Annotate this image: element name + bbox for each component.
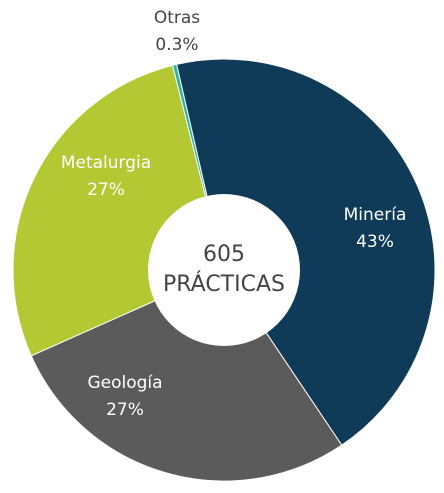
value-label: 27% — [87, 180, 125, 200]
center-label: PRÁCTICAS — [163, 271, 285, 297]
slice — [30, 269, 343, 482]
center-value: 605 — [203, 242, 245, 267]
value-label: 27% — [106, 400, 144, 420]
donut-hole — [148, 194, 300, 346]
slice-label: Otras — [154, 8, 200, 28]
slice-label: Metalurgia — [61, 153, 151, 173]
value-label: 0.3% — [155, 35, 198, 55]
slice-label: Minería — [344, 205, 407, 225]
value-label: 43% — [356, 232, 394, 252]
slice — [175, 58, 436, 446]
slice-label: Geología — [87, 373, 162, 393]
